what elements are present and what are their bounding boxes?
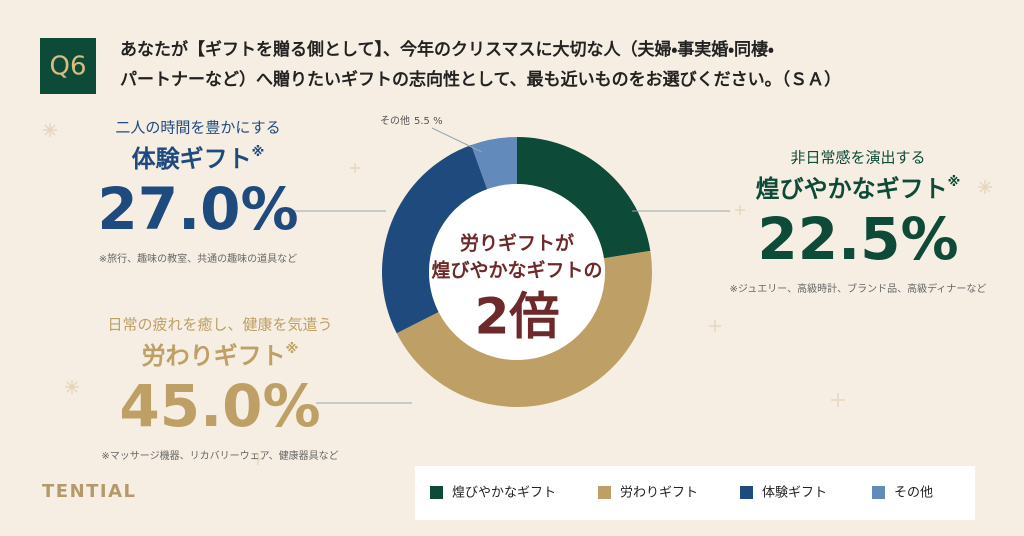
pie-slice [396, 250, 652, 408]
pie-slice [517, 137, 651, 259]
question-line: あなたが【ギフトを贈る側として】、今年のクリスマスに大切な人（夫婦・事実婚・同棲… [120, 39, 774, 60]
small-label: その他 5.5 % [380, 114, 443, 127]
question-line: パートナーなど）へ贈りたいギフトの志向性として、最も近いものをお選びください。（… [120, 69, 841, 90]
brand: TENTIAL [42, 481, 137, 502]
callout-title: 労わりギフト※ [142, 342, 299, 371]
value-label: 27.0% [97, 175, 298, 243]
callout-title-name: 体験ギフト [132, 145, 252, 173]
callout-title-name: 煌びやかなギフト [756, 175, 948, 203]
center-text: 煌びやかなギフトの [431, 259, 602, 282]
small-label-value: 5.5 % [414, 116, 443, 127]
small-label-name: その他 [380, 114, 410, 127]
badge: Q6 [49, 52, 86, 82]
callout-title: 体験ギフト※ [132, 145, 265, 174]
pie-slice [382, 144, 488, 334]
note-mark: ※ [948, 175, 961, 190]
legend-swatch [430, 486, 443, 499]
note-mark: ※ [286, 342, 299, 357]
callout-title-name: 労わりギフト [142, 342, 286, 370]
value-label: 22.5% [757, 205, 958, 273]
donut-hole [429, 184, 605, 360]
legend-swatch [872, 486, 885, 499]
pie-slice [471, 137, 517, 190]
note-mark: ※ [252, 145, 265, 160]
callout-note: ※旅行、趣味の教室、共通の趣味の道具など [99, 252, 297, 265]
legend-swatch [598, 486, 611, 499]
decor-stars [43, 123, 992, 465]
callout-lead: 二人の時間を豊かにする [115, 119, 280, 137]
badge-box [40, 38, 96, 94]
legend-label: 煌びやかなギフト [452, 486, 556, 501]
callout-lead: 非日常感を演出する [790, 149, 925, 167]
callout-note: ※マッサージ機器、リカバリーウェア、健康器具など [101, 449, 338, 462]
callout-title: 煌びやかなギフト※ [756, 175, 961, 204]
callout-lead: 日常の疲れを癒し、健康を気遣う [107, 316, 332, 334]
callout-note: ※ジュエリー、高級時計、ブランド品、高級ディナーなど [730, 282, 987, 295]
value-label: 45.0% [119, 372, 320, 440]
legend-swatch [740, 486, 753, 499]
legend-label: その他 [894, 486, 933, 501]
center-text: 労りギフトが [460, 232, 574, 255]
chart: 労りギフトが煌びやかなギフトの2倍非日常感を演出する煌びやかなギフト※22.5%… [97, 114, 986, 501]
center-emphasis: 2倍 [475, 288, 560, 346]
legend-label: 体験ギフト [762, 486, 827, 501]
leader-line [431, 127, 483, 153]
legend-label: 労わりギフト [620, 486, 698, 501]
